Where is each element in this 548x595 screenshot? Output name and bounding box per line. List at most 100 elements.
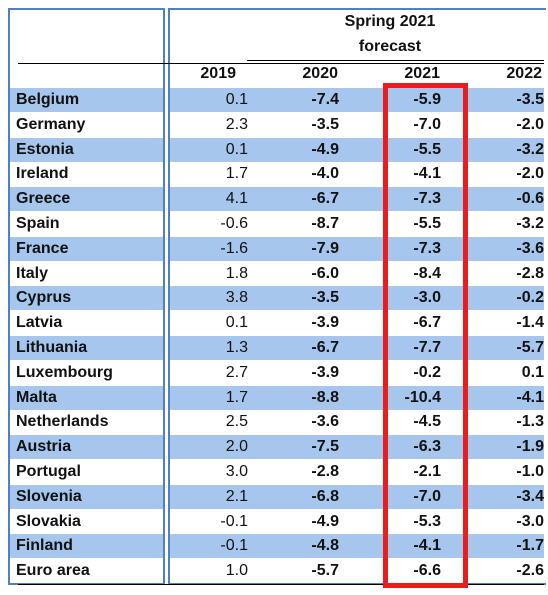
table-row: Lithuania 1.3 -6.7 -7.7 -5.7 xyxy=(10,336,544,360)
column-header-2022: 2022 xyxy=(506,65,542,82)
value-2020: -5.7 xyxy=(311,562,339,580)
value-2021: -6.6 xyxy=(413,562,441,580)
country-name: Finland xyxy=(16,537,73,555)
country-name: Malta xyxy=(16,388,57,406)
value-2019: 0.1 xyxy=(225,91,248,108)
row-band-right xyxy=(170,336,544,360)
value-2020: -3.6 xyxy=(311,413,339,431)
value-2021: -8.4 xyxy=(413,264,441,282)
value-2022: -3.5 xyxy=(516,91,544,108)
row-band-left xyxy=(10,88,163,112)
country-name: Portugal xyxy=(16,463,81,480)
row-band-left xyxy=(10,286,163,311)
row-band-right xyxy=(170,435,544,460)
forecast-title-line2: forecast xyxy=(358,38,422,55)
value-2020: -3.5 xyxy=(311,289,339,307)
value-2021: -5.5 xyxy=(413,140,441,158)
value-2022: -2.0 xyxy=(516,115,544,133)
value-2020: -7.5 xyxy=(311,438,339,456)
column-header-2020: 2020 xyxy=(302,65,338,82)
value-2019: 0.1 xyxy=(225,314,248,332)
value-2019: 3.0 xyxy=(225,463,248,480)
value-2019: -0.1 xyxy=(220,537,248,555)
table-row: Germany 2.3 -3.5 -7.0 -2.0 xyxy=(10,113,544,137)
table-row: Euro area 1.0 -5.7 -6.6 -2.6 xyxy=(10,559,544,583)
country-name: Slovakia xyxy=(16,512,81,530)
column-header-2021: 2021 xyxy=(404,65,440,82)
row-band-left xyxy=(10,534,163,559)
value-2019: 1.3 xyxy=(225,339,248,356)
table-row: Cyprus 3.8 -3.5 -3.0 -0.2 xyxy=(10,286,544,311)
value-2022: -3.2 xyxy=(516,215,544,232)
value-2022: -3.2 xyxy=(516,140,544,158)
row-band-left xyxy=(10,236,163,261)
bottom-rule xyxy=(18,584,544,585)
value-2021: -7.0 xyxy=(413,487,441,505)
value-2021: -7.3 xyxy=(413,239,441,257)
value-2019: 2.3 xyxy=(225,115,248,133)
value-2022: -0.2 xyxy=(516,289,544,307)
table-row: Latvia 0.1 -3.9 -6.7 -1.4 xyxy=(10,311,544,335)
header-rule xyxy=(18,63,544,64)
value-2022: -4.1 xyxy=(516,388,544,406)
value-2021: -7.3 xyxy=(413,190,441,208)
value-2021: -10.4 xyxy=(404,388,441,406)
row-band-right xyxy=(170,534,544,559)
country-name: Italy xyxy=(16,264,49,282)
country-name: Greece xyxy=(16,190,71,208)
country-name: Euro area xyxy=(16,562,90,580)
table-row: Belgium 0.1 -7.4 -5.9 -3.5 xyxy=(10,88,544,112)
table-row: Finland -0.1 -4.8 -4.1 -1.7 xyxy=(10,534,544,559)
country-name: France xyxy=(16,239,69,257)
table-row: Estonia 0.1 -4.9 -5.5 -3.2 xyxy=(10,137,544,162)
value-2019: 1.7 xyxy=(225,388,248,406)
value-2022: -2.0 xyxy=(516,165,544,183)
country-name: Spain xyxy=(16,215,60,232)
value-2019: 1.8 xyxy=(225,264,248,282)
row-band-left xyxy=(10,137,163,162)
row-band-left xyxy=(10,336,163,360)
value-2022: -1.4 xyxy=(516,314,544,332)
value-2022: -1.7 xyxy=(516,537,544,555)
value-2019: -0.1 xyxy=(220,512,248,530)
value-2020: -6.7 xyxy=(311,339,339,356)
value-2019: -0.6 xyxy=(220,215,248,232)
value-2020: -4.9 xyxy=(311,140,339,158)
value-2022: -3.4 xyxy=(516,487,544,505)
country-name: Netherlands xyxy=(16,413,109,431)
value-2019: 1.7 xyxy=(225,165,248,183)
value-2019: 2.7 xyxy=(225,363,248,381)
value-2020: -7.9 xyxy=(311,239,339,257)
value-2021: -7.0 xyxy=(413,115,441,133)
value-2021: -5.5 xyxy=(413,215,441,232)
value-2020: -8.8 xyxy=(311,388,339,406)
row-band-left xyxy=(10,385,163,410)
value-2020: -6.8 xyxy=(311,487,339,505)
country-name: Austria xyxy=(16,438,72,456)
value-2022: -5.7 xyxy=(516,339,544,356)
row-band-left xyxy=(10,484,163,509)
value-2020: -4.8 xyxy=(311,537,339,555)
row-band-right xyxy=(170,88,544,112)
table-row: Slovakia -0.1 -4.9 -5.3 -3.0 xyxy=(10,510,544,534)
value-2022: -0.6 xyxy=(516,190,544,208)
value-2020: -6.0 xyxy=(311,264,339,282)
value-2020: -4.0 xyxy=(311,165,339,183)
forecast-title-line1: Spring 2021 xyxy=(344,13,436,30)
value-2021: -0.2 xyxy=(413,363,441,381)
row-band-left xyxy=(10,187,163,212)
row-band-right xyxy=(170,385,544,410)
value-2019: 2.1 xyxy=(225,487,248,505)
value-2019: 1.0 xyxy=(225,562,248,580)
value-2019: 4.1 xyxy=(225,190,248,208)
value-2022: 0.1 xyxy=(521,363,544,381)
forecast-header-rule xyxy=(247,60,544,61)
value-2021: -4.5 xyxy=(413,413,441,431)
country-name: Germany xyxy=(16,115,86,133)
table-row: Austria 2.0 -7.5 -6.3 -1.9 xyxy=(10,435,544,460)
row-band-left xyxy=(10,435,163,460)
table-row: Ireland 1.7 -4.0 -4.1 -2.0 xyxy=(10,162,544,186)
value-2022: -3.6 xyxy=(516,239,544,257)
value-2022: -2.8 xyxy=(516,264,544,282)
